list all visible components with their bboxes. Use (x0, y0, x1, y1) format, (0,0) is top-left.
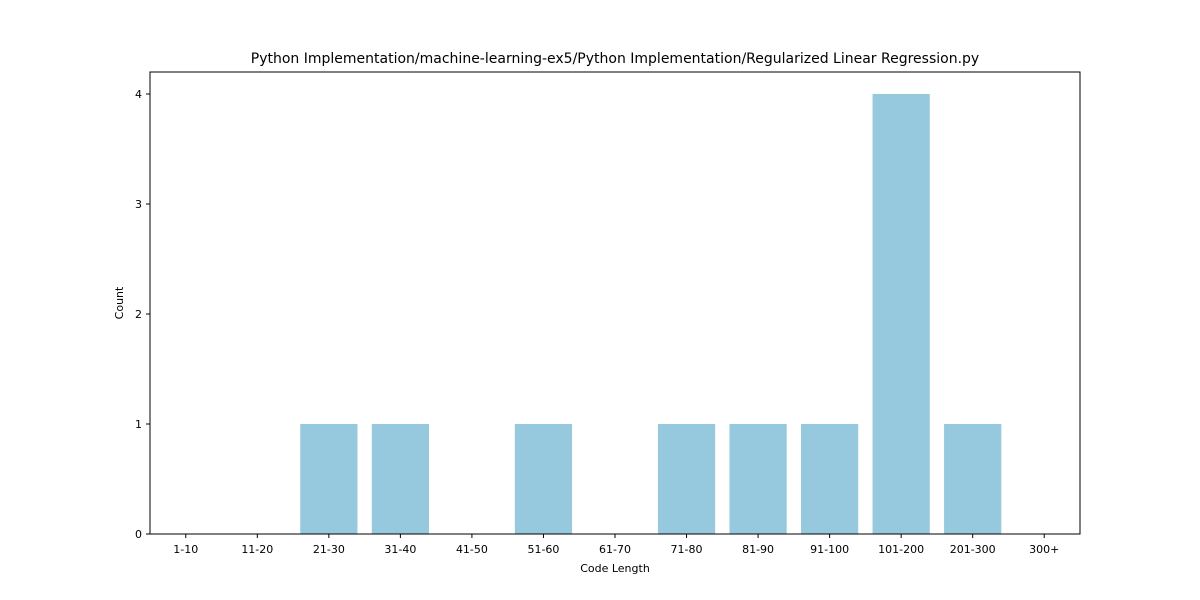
y-axis-label: Count (113, 286, 126, 319)
plot-frame (149, 71, 1081, 535)
y-tick-label: 1 (135, 418, 142, 431)
x-axis: 1-10 11-20 21-30 31-40 41-50 51-60 61-70 71-80 8… (173, 534, 1059, 556)
bar-31-40 (371, 424, 429, 534)
x-tick-label: 21-30 (313, 543, 345, 556)
x-tick-label: 61-70 (599, 543, 631, 556)
x-tick-label: 300+ (1029, 543, 1059, 556)
x-tick-label: 31-40 (384, 543, 416, 556)
x-tick-label: 91-100 (810, 543, 849, 556)
y-tick-label: 4 (135, 88, 142, 101)
x-tick-label: 1-10 (173, 543, 198, 556)
bar-71-80 (657, 424, 716, 534)
x-tick-label: 201-300 (950, 543, 996, 556)
y-axis: 0 1 2 3 4 (135, 88, 150, 541)
x-tick-label: 81-90 (742, 543, 774, 556)
x-tick-label: 41-50 (456, 543, 488, 556)
bar-91-100 (801, 424, 859, 534)
bar-81-90 (729, 424, 787, 534)
bar-51-60 (514, 424, 573, 534)
x-tick-label: 11-20 (241, 543, 273, 556)
bar-201-300 (944, 424, 1002, 534)
bar-21-30 (300, 424, 358, 534)
x-tick-label: 101-200 (878, 543, 924, 556)
x-tick-label: 51-60 (527, 543, 559, 556)
chart-title: Python Implementation/machine-learning-e… (251, 51, 979, 67)
y-tick-label: 0 (135, 528, 142, 541)
x-axis-label: Code Length (580, 562, 650, 575)
y-tick-label: 3 (135, 198, 142, 211)
bar-101-200 (872, 94, 930, 534)
x-tick-label: 71-80 (671, 543, 703, 556)
bars-group (300, 94, 1002, 534)
y-tick-label: 2 (135, 308, 142, 321)
